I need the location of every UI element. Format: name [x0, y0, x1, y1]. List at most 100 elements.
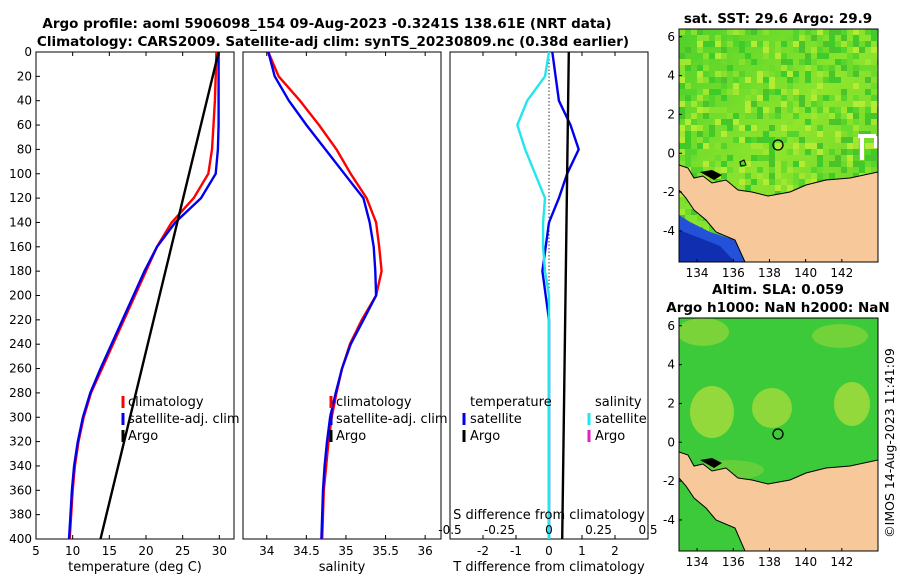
sst-pixel — [697, 125, 703, 131]
sst-pixel — [829, 149, 835, 155]
difference-legend: temperature satellite Argo salinity sate… — [462, 395, 647, 444]
y-tick-label: 60 — [17, 118, 32, 132]
sst-pixel — [721, 131, 727, 137]
sst-pixel — [811, 89, 817, 95]
sst-pixel — [781, 59, 787, 65]
x-tick-label: 0 — [545, 544, 553, 558]
sla-map-title-line2: Argo h1000: NaN h2000: NaN — [666, 300, 889, 316]
sst-pixel — [739, 161, 745, 167]
sst-pixel — [805, 119, 811, 125]
sst-pixel — [679, 155, 685, 161]
new-guinea-land — [679, 451, 878, 551]
sst-pixel — [703, 59, 709, 65]
sst-pixel — [823, 29, 829, 35]
sst-pixel — [811, 47, 817, 53]
sst-pixel — [769, 41, 775, 47]
sst-pixel — [817, 65, 823, 71]
sst-pixel — [703, 35, 709, 41]
sst-pixel — [733, 113, 739, 119]
sst-pixel — [739, 173, 745, 179]
y-tick-label: 400 — [9, 532, 32, 546]
sst-pixel — [817, 167, 823, 173]
sla-anomaly — [752, 388, 792, 428]
difference-chart: -2 -1 0 1 2 -0.5 -0.25 0 0.25 0.5 — [438, 51, 658, 558]
y-tick-label: 200 — [9, 289, 32, 303]
sst-pixel — [727, 29, 733, 35]
sst-pixel — [709, 227, 715, 233]
sst-pixel — [721, 59, 727, 65]
sst-pixel — [691, 101, 697, 107]
sst-pixel — [685, 209, 691, 215]
s-diff-tick-label: -0.5 — [438, 523, 461, 537]
sst-pixel — [865, 149, 871, 155]
sst-pixel — [691, 53, 697, 59]
sst-pixel — [703, 161, 709, 167]
sst-pixel — [775, 41, 781, 47]
sst-pixel — [811, 113, 817, 119]
sst-pixel — [787, 167, 793, 173]
map-y-tick-label: -4 — [663, 224, 675, 238]
sst-pixel — [871, 155, 877, 161]
sla-map-axes: 134 136 138 140 142 6 4 2 0 -2 -4 — [663, 319, 853, 569]
sst-pixel — [799, 137, 805, 143]
sst-pixel — [871, 113, 877, 119]
sst-pixel — [715, 161, 721, 167]
x-tick-label: 30 — [212, 544, 227, 558]
sst-pixel — [805, 53, 811, 59]
sst-pixel — [775, 167, 781, 173]
sst-pixel — [871, 107, 877, 113]
sst-pixel — [763, 77, 769, 83]
map-x-tick-label: 136 — [722, 555, 745, 569]
sst-pixel — [859, 47, 865, 53]
sst-pixel — [685, 131, 691, 137]
sst-pixel — [733, 71, 739, 77]
y-tick-label: 360 — [9, 483, 32, 497]
sst-pixel — [835, 65, 841, 71]
difference-xlabel: T difference from climatology — [452, 560, 645, 575]
sst-pixel — [787, 161, 793, 167]
sst-pixel — [697, 215, 703, 221]
sst-pixel — [751, 29, 757, 35]
sst-pixel — [835, 107, 841, 113]
sst-pixel — [739, 53, 745, 59]
sst-pixel — [775, 47, 781, 53]
legend-heading-temperature: temperature — [470, 395, 552, 410]
sst-pixel — [853, 83, 859, 89]
sst-pixel — [775, 173, 781, 179]
sst-pixel — [835, 155, 841, 161]
sst-pixel — [793, 107, 799, 113]
sst-pixel — [715, 53, 721, 59]
sst-pixel — [865, 29, 871, 35]
sst-pixel — [751, 101, 757, 107]
sst-pixel — [853, 47, 859, 53]
sst-pixel — [793, 71, 799, 77]
legend-label-t-argo: Argo — [470, 429, 500, 444]
y-tick-label: 120 — [9, 191, 32, 205]
sst-pixel — [685, 119, 691, 125]
sst-pixel — [703, 143, 709, 149]
sst-pixel — [787, 71, 793, 77]
legend-label-s-satellite: satellite — [595, 412, 647, 427]
map-x-tick-label: 140 — [794, 266, 817, 280]
sst-pixel — [751, 125, 757, 131]
sst-pixel — [691, 209, 697, 215]
sst-pixel — [685, 101, 691, 107]
sst-pixel — [727, 125, 733, 131]
sst-pixel — [817, 83, 823, 89]
sst-pixel — [853, 107, 859, 113]
sst-pixel — [745, 77, 751, 83]
sst-pixel — [763, 53, 769, 59]
sst-pixel — [697, 47, 703, 53]
sst-pixel — [775, 29, 781, 35]
sst-pixel — [865, 107, 871, 113]
sst-pixel — [865, 113, 871, 119]
sst-pixel — [721, 71, 727, 77]
sst-pixel — [841, 119, 847, 125]
x-tick-label: -1 — [510, 544, 522, 558]
sst-pixel — [757, 113, 763, 119]
sst-pixel — [817, 71, 823, 77]
sst-pixel — [727, 41, 733, 47]
sst-pixel — [865, 119, 871, 125]
sst-pixel — [739, 71, 745, 77]
sst-pixel — [757, 173, 763, 179]
